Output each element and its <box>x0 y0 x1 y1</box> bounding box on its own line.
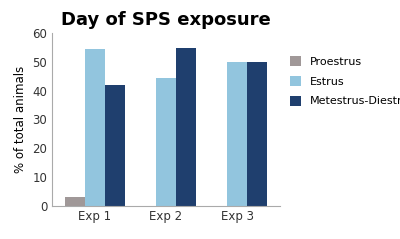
Bar <box>227 62 247 206</box>
Title: Day of SPS exposure: Day of SPS exposure <box>61 11 271 29</box>
Bar <box>176 48 196 206</box>
Legend: Proestrus, Estrus, Metestrus-Diestrus: Proestrus, Estrus, Metestrus-Diestrus <box>290 56 400 106</box>
Bar <box>156 78 176 206</box>
Bar <box>65 197 85 206</box>
Bar <box>85 49 105 206</box>
Y-axis label: % of total animals: % of total animals <box>14 66 27 173</box>
Bar <box>105 85 125 206</box>
Bar <box>247 62 267 206</box>
